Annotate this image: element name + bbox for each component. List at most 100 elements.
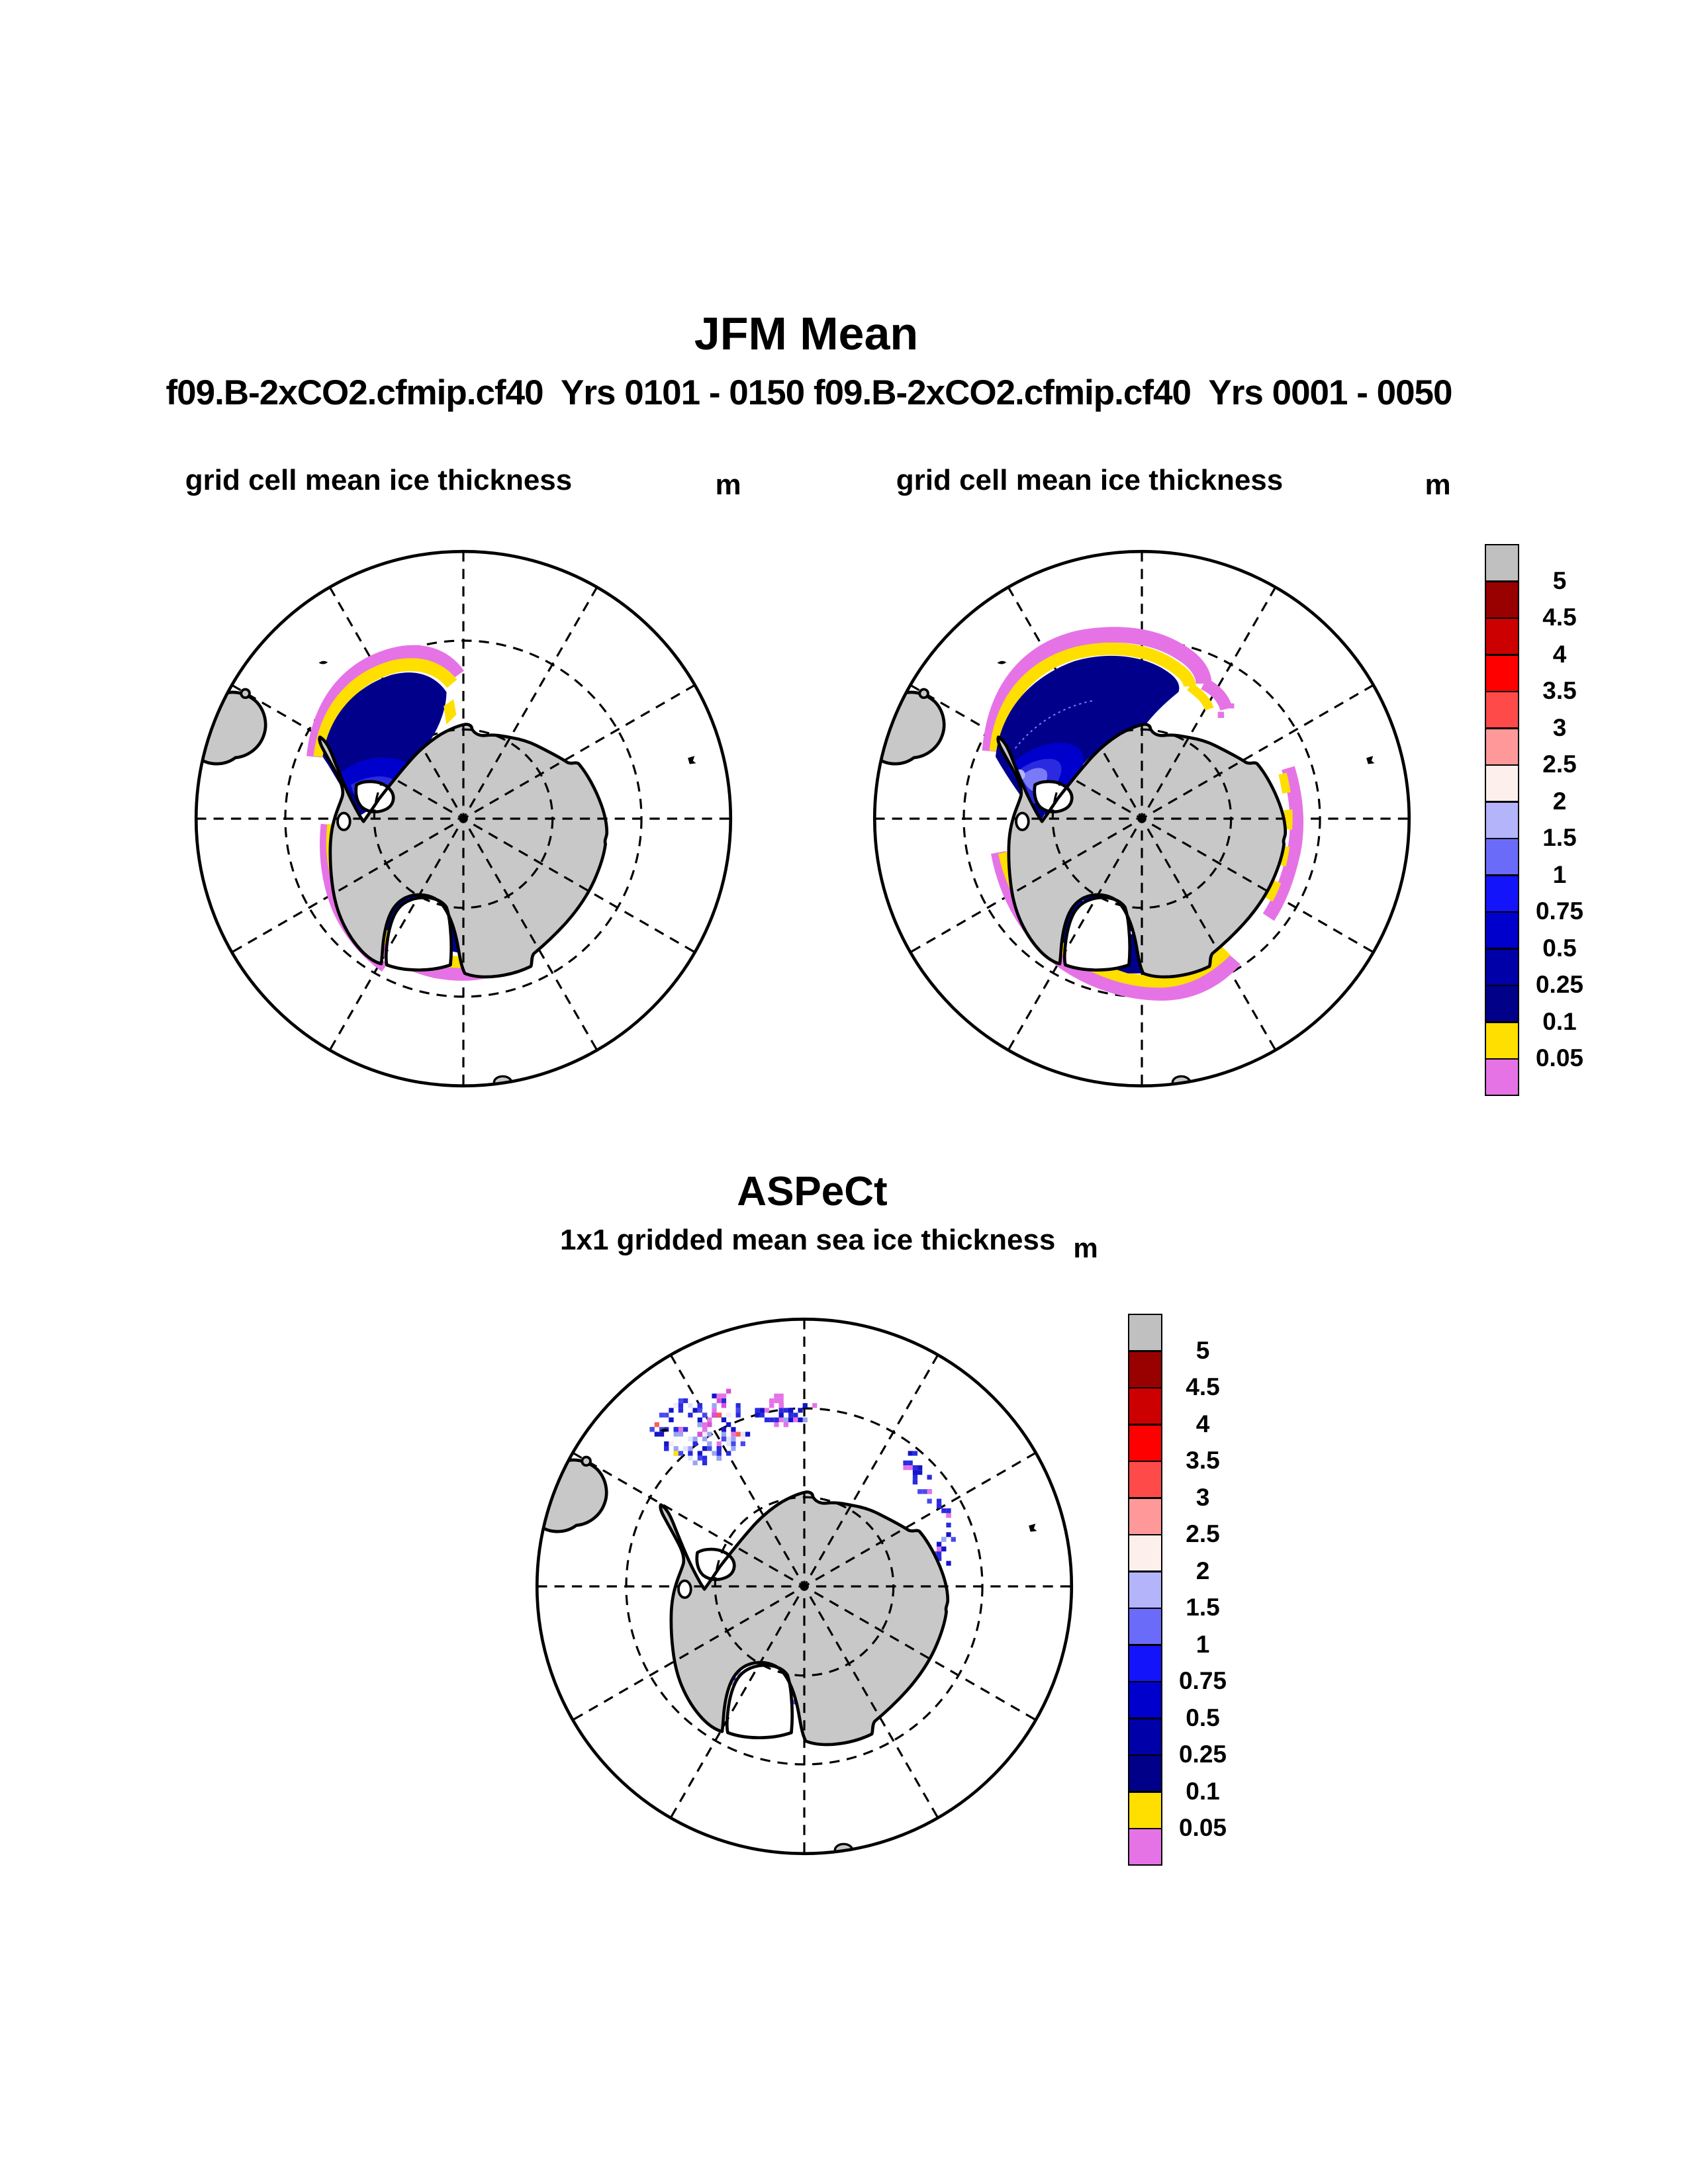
bottom-panel-units-label: m xyxy=(1073,1232,1098,1263)
aspect-cell xyxy=(912,1451,918,1456)
figure-title: JFM Mean xyxy=(694,308,919,359)
aspect-cell xyxy=(721,1436,727,1441)
aspect-cell xyxy=(774,1393,779,1398)
map-boundary-circle xyxy=(535,1317,1074,1856)
aspect-cell xyxy=(654,1422,659,1428)
aspect-cell xyxy=(688,1455,693,1461)
aspect-cell xyxy=(735,1412,741,1418)
colorbar-swatch xyxy=(1485,580,1519,619)
aspect-cell xyxy=(697,1403,702,1408)
colorbar-swatch xyxy=(1128,1387,1162,1425)
aspect-cell xyxy=(735,1408,741,1413)
aspect-cell xyxy=(678,1408,684,1413)
colorbar-label: 3 xyxy=(1196,1483,1210,1511)
colorbar-label: 0.75 xyxy=(1178,1667,1227,1694)
aspect-cell xyxy=(912,1470,918,1475)
aspect-cell xyxy=(783,1422,788,1428)
colorbar-label: 4.5 xyxy=(1186,1373,1220,1400)
aspect-cell xyxy=(697,1417,702,1423)
aspect-cell xyxy=(726,1388,731,1394)
aspect-cell xyxy=(764,1408,770,1413)
aspect-cell xyxy=(697,1451,702,1456)
colorbar-label: 1 xyxy=(1196,1630,1210,1658)
aspect-cell xyxy=(802,1417,808,1423)
colorbar-swatch xyxy=(1485,544,1519,582)
aspect-cell xyxy=(712,1403,717,1408)
aspect-cell xyxy=(731,1441,736,1447)
aspect-cell xyxy=(798,1408,803,1413)
colorbar-label: 0.5 xyxy=(1186,1704,1220,1731)
aspect-cell xyxy=(917,1470,923,1475)
aspect-cell xyxy=(688,1446,693,1451)
aspect-section-title: ASPeCt xyxy=(737,1169,888,1214)
aspect-cell xyxy=(721,1432,727,1437)
aspect-cell xyxy=(659,1432,665,1437)
aspect-cell xyxy=(664,1441,669,1447)
aspect-cell xyxy=(726,1412,731,1418)
aspect-cell xyxy=(659,1412,665,1418)
colorbar-swatch xyxy=(1485,727,1519,766)
colorbar-label: 0.1 xyxy=(1542,1007,1577,1035)
aspect-cell xyxy=(912,1475,918,1480)
aspect-cell xyxy=(688,1403,693,1408)
aspect-cell xyxy=(692,1441,698,1447)
colorbar-label: 0.25 xyxy=(1535,971,1583,998)
aspect-cell xyxy=(726,1441,731,1447)
aspect-cell xyxy=(788,1417,794,1423)
aspect-cell xyxy=(716,1455,722,1461)
colorbar-swatch xyxy=(1485,985,1519,1023)
aspect-cell xyxy=(697,1455,702,1461)
colorbar-swatch xyxy=(1128,1424,1162,1462)
colorbar-label: 2.5 xyxy=(1542,751,1577,778)
colorbar-swatch xyxy=(1128,1314,1162,1351)
aspect-cell xyxy=(922,1489,927,1494)
colorbar-label: 1 xyxy=(1552,860,1567,888)
colorbar-label: 5 xyxy=(1552,567,1567,594)
aspect-cell xyxy=(716,1412,722,1418)
aspect-cell xyxy=(740,1441,745,1447)
aspect-cell xyxy=(678,1403,684,1408)
aspect-cell xyxy=(769,1403,774,1408)
aspect-cell xyxy=(912,1465,918,1471)
aspect-cell xyxy=(673,1403,679,1408)
aspect-cell xyxy=(649,1427,655,1432)
colorbar-swatch xyxy=(1485,691,1519,729)
aspect-cell xyxy=(908,1465,913,1471)
aspect-cell xyxy=(936,1498,942,1504)
aspect-cell xyxy=(783,1408,788,1413)
aspect-cell xyxy=(927,1475,932,1480)
right-panel-units-label: m xyxy=(1425,469,1451,501)
aspect-cell xyxy=(769,1398,774,1404)
colorbar-label: 0.05 xyxy=(1178,1814,1227,1841)
aspect-cell xyxy=(702,1455,708,1461)
aspect-cell xyxy=(941,1546,947,1552)
colorbar-swatch xyxy=(1485,617,1519,655)
colorbar-swatch xyxy=(1485,764,1519,802)
aspect-cell xyxy=(721,1403,727,1408)
aspect-cell xyxy=(778,1403,784,1408)
aspect-cell xyxy=(712,1393,717,1398)
aspect-cell xyxy=(946,1508,951,1514)
aspect-cell xyxy=(697,1408,702,1413)
aspect-cell xyxy=(721,1398,727,1404)
colorbar-label: 3.5 xyxy=(1542,677,1577,704)
colorbar-label: 0.5 xyxy=(1542,934,1577,962)
colorbar-swatch xyxy=(1485,874,1519,913)
aspect-cell xyxy=(721,1393,727,1398)
aspect-cell xyxy=(721,1417,727,1423)
aspect-cell xyxy=(903,1460,908,1466)
aspect-cell xyxy=(735,1403,741,1408)
aspect-cell xyxy=(721,1427,727,1432)
aspect-cell xyxy=(702,1432,708,1437)
aspect-cell xyxy=(702,1446,708,1451)
colorbar-swatch xyxy=(1128,1608,1162,1645)
aspect-cell xyxy=(678,1398,684,1404)
aspect-cell xyxy=(726,1422,731,1428)
aspect-cell xyxy=(702,1460,708,1466)
aspect-cell xyxy=(716,1446,722,1451)
aspect-cell xyxy=(903,1465,908,1471)
left-panel-units-label: m xyxy=(715,469,741,501)
aspect-cell xyxy=(726,1451,731,1456)
aspect-cell xyxy=(716,1441,722,1447)
aspect-cell xyxy=(654,1432,659,1437)
